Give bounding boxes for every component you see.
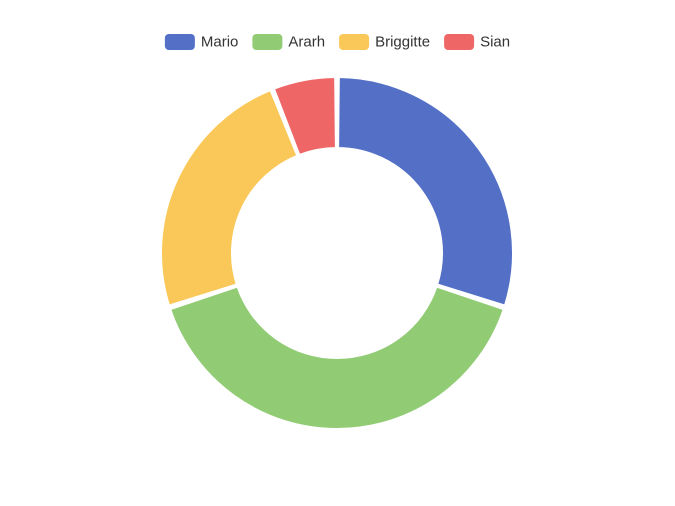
legend-swatch-briggitte — [339, 34, 370, 50]
legend-label-briggitte: Briggitte — [375, 34, 430, 51]
chart-legend: Mario Ararh Briggitte Sian — [164, 34, 510, 51]
slice-ararh[interactable] — [169, 285, 505, 430]
legend-item-sian[interactable]: Sian — [444, 34, 510, 51]
slice-sian[interactable] — [272, 76, 337, 156]
legend-label-mario: Mario — [201, 34, 239, 51]
donut-slices — [160, 76, 514, 430]
legend-label-sian: Sian — [480, 34, 510, 51]
legend-item-ararh[interactable]: Ararh — [252, 34, 325, 51]
legend-item-briggitte[interactable]: Briggitte — [339, 34, 430, 51]
legend-swatch-ararh — [252, 34, 283, 50]
legend-swatch-sian — [444, 34, 475, 50]
legend-swatch-mario — [164, 34, 195, 50]
legend-label-ararh: Ararh — [288, 34, 325, 51]
slice-mario[interactable] — [337, 76, 514, 307]
slice-briggitte[interactable] — [160, 89, 299, 307]
legend-item-mario[interactable]: Mario — [164, 34, 239, 51]
